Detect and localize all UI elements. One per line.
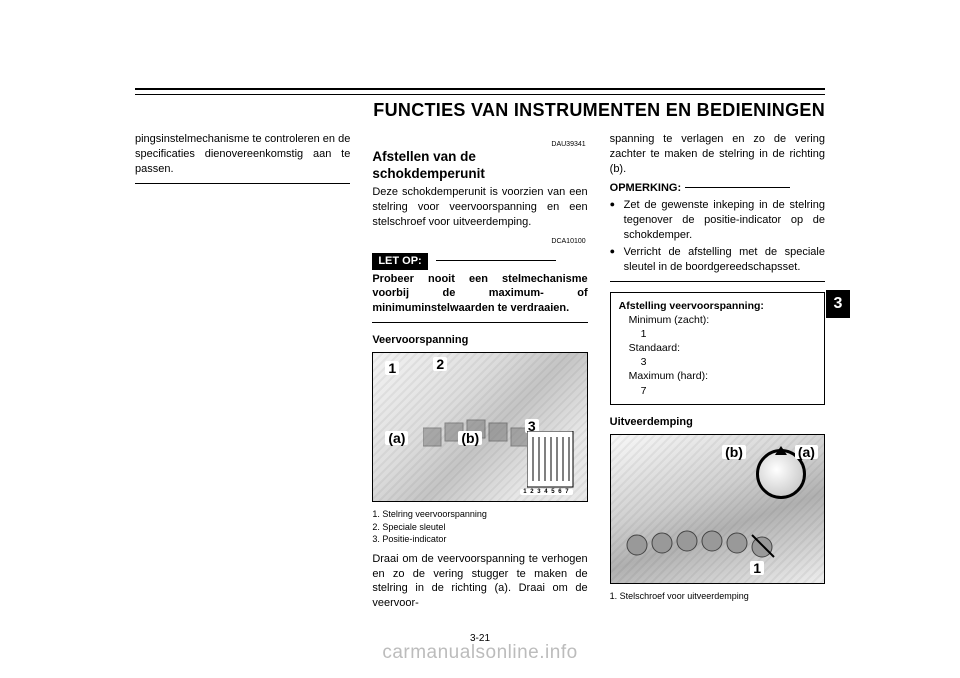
notice-heading: OPMERKING: xyxy=(610,181,825,196)
shock-intro: Deze schokdemperunit is voorzien van een… xyxy=(372,185,587,230)
subheading-preload: Veervoorspanning xyxy=(372,333,587,348)
figure-captions: 1. Stelring veervoorspanning 2. Speciale… xyxy=(372,508,587,546)
watermark: carmanualsonline.info xyxy=(0,642,960,664)
ref-code: DCA10100 xyxy=(372,237,587,246)
marker-1: 1 xyxy=(750,561,764,575)
manual-page: FUNCTIES VAN INSTRUMENTEN EN BEDIENINGEN… xyxy=(0,0,960,678)
spec-value: 1 xyxy=(641,327,816,341)
body-columns: pingsinstelmechanisme te controleren en … xyxy=(135,132,825,618)
caution-text: Probeer nooit een stelmechanisme voorbij… xyxy=(372,272,587,317)
intro-fragment: pingsinstelmechanisme te controleren en … xyxy=(135,132,350,177)
notice-list: Zet de gewenste inkeping in de stelring … xyxy=(610,198,825,274)
marker-b: (b) xyxy=(458,431,482,445)
scale-strip xyxy=(527,431,575,491)
marker-1: 1 xyxy=(385,361,399,375)
list-item: Verricht de afstelling met de speciale s… xyxy=(610,245,825,275)
caution-label: LET OP: xyxy=(372,253,427,270)
marker-2: 2 xyxy=(433,357,447,371)
spec-row: Maximum (hard): xyxy=(629,369,816,383)
caption: 3. Positie-indicator xyxy=(372,533,587,546)
preload-instruction: Draai om de veervoorspanning te verhogen… xyxy=(372,552,587,611)
ref-code: DAU39341 xyxy=(372,140,587,149)
spec-value: 3 xyxy=(641,355,816,369)
caution-block: LET OP: xyxy=(372,253,587,270)
figure-rebound: (b) (a) 1 xyxy=(610,434,825,584)
spec-title: Afstelling veervoorspanning: xyxy=(619,299,816,313)
header-rule-thin xyxy=(135,94,825,95)
chapter-tab: 3 xyxy=(826,290,850,318)
marker-b: (b) xyxy=(722,445,746,459)
spec-value: 7 xyxy=(641,384,816,398)
header-rule xyxy=(135,88,825,90)
notice-label: OPMERKING: xyxy=(610,182,682,194)
list-item: Zet de gewenste inkeping in de stelring … xyxy=(610,198,825,243)
scale-digits: 1 2 3 4 5 6 7 xyxy=(520,489,572,495)
divider xyxy=(610,281,825,282)
marker-a: (a) xyxy=(385,431,408,445)
spec-row: Standaard: xyxy=(629,341,816,355)
chain-illustration xyxy=(617,505,817,575)
subheading-rebound: Uitveerdemping xyxy=(610,415,825,430)
preload-continuation: spanning te verlagen en zo de vering zac… xyxy=(610,132,825,177)
page-header: FUNCTIES VAN INSTRUMENTEN EN BEDIENINGEN xyxy=(135,100,825,121)
section-heading-shock: Afstellen van de schokdemperunit xyxy=(372,149,587,181)
divider xyxy=(372,322,587,323)
caption: 1. Stelschroef voor uitveerdemping xyxy=(610,590,825,603)
spec-box-preload: Afstelling veervoorspanning: Minimum (za… xyxy=(610,292,825,405)
caption: 2. Speciale sleutel xyxy=(372,521,587,534)
marker-a: (a) xyxy=(795,445,818,459)
spec-row: Minimum (zacht): xyxy=(629,313,816,327)
figure-preload: 1 2 3 (a) (b) 1 2 3 4 5 6 7 xyxy=(372,352,587,502)
figure-captions: 1. Stelschroef voor uitveerdemping xyxy=(610,590,825,603)
divider xyxy=(135,183,350,184)
caption: 1. Stelring veervoorspanning xyxy=(372,508,587,521)
